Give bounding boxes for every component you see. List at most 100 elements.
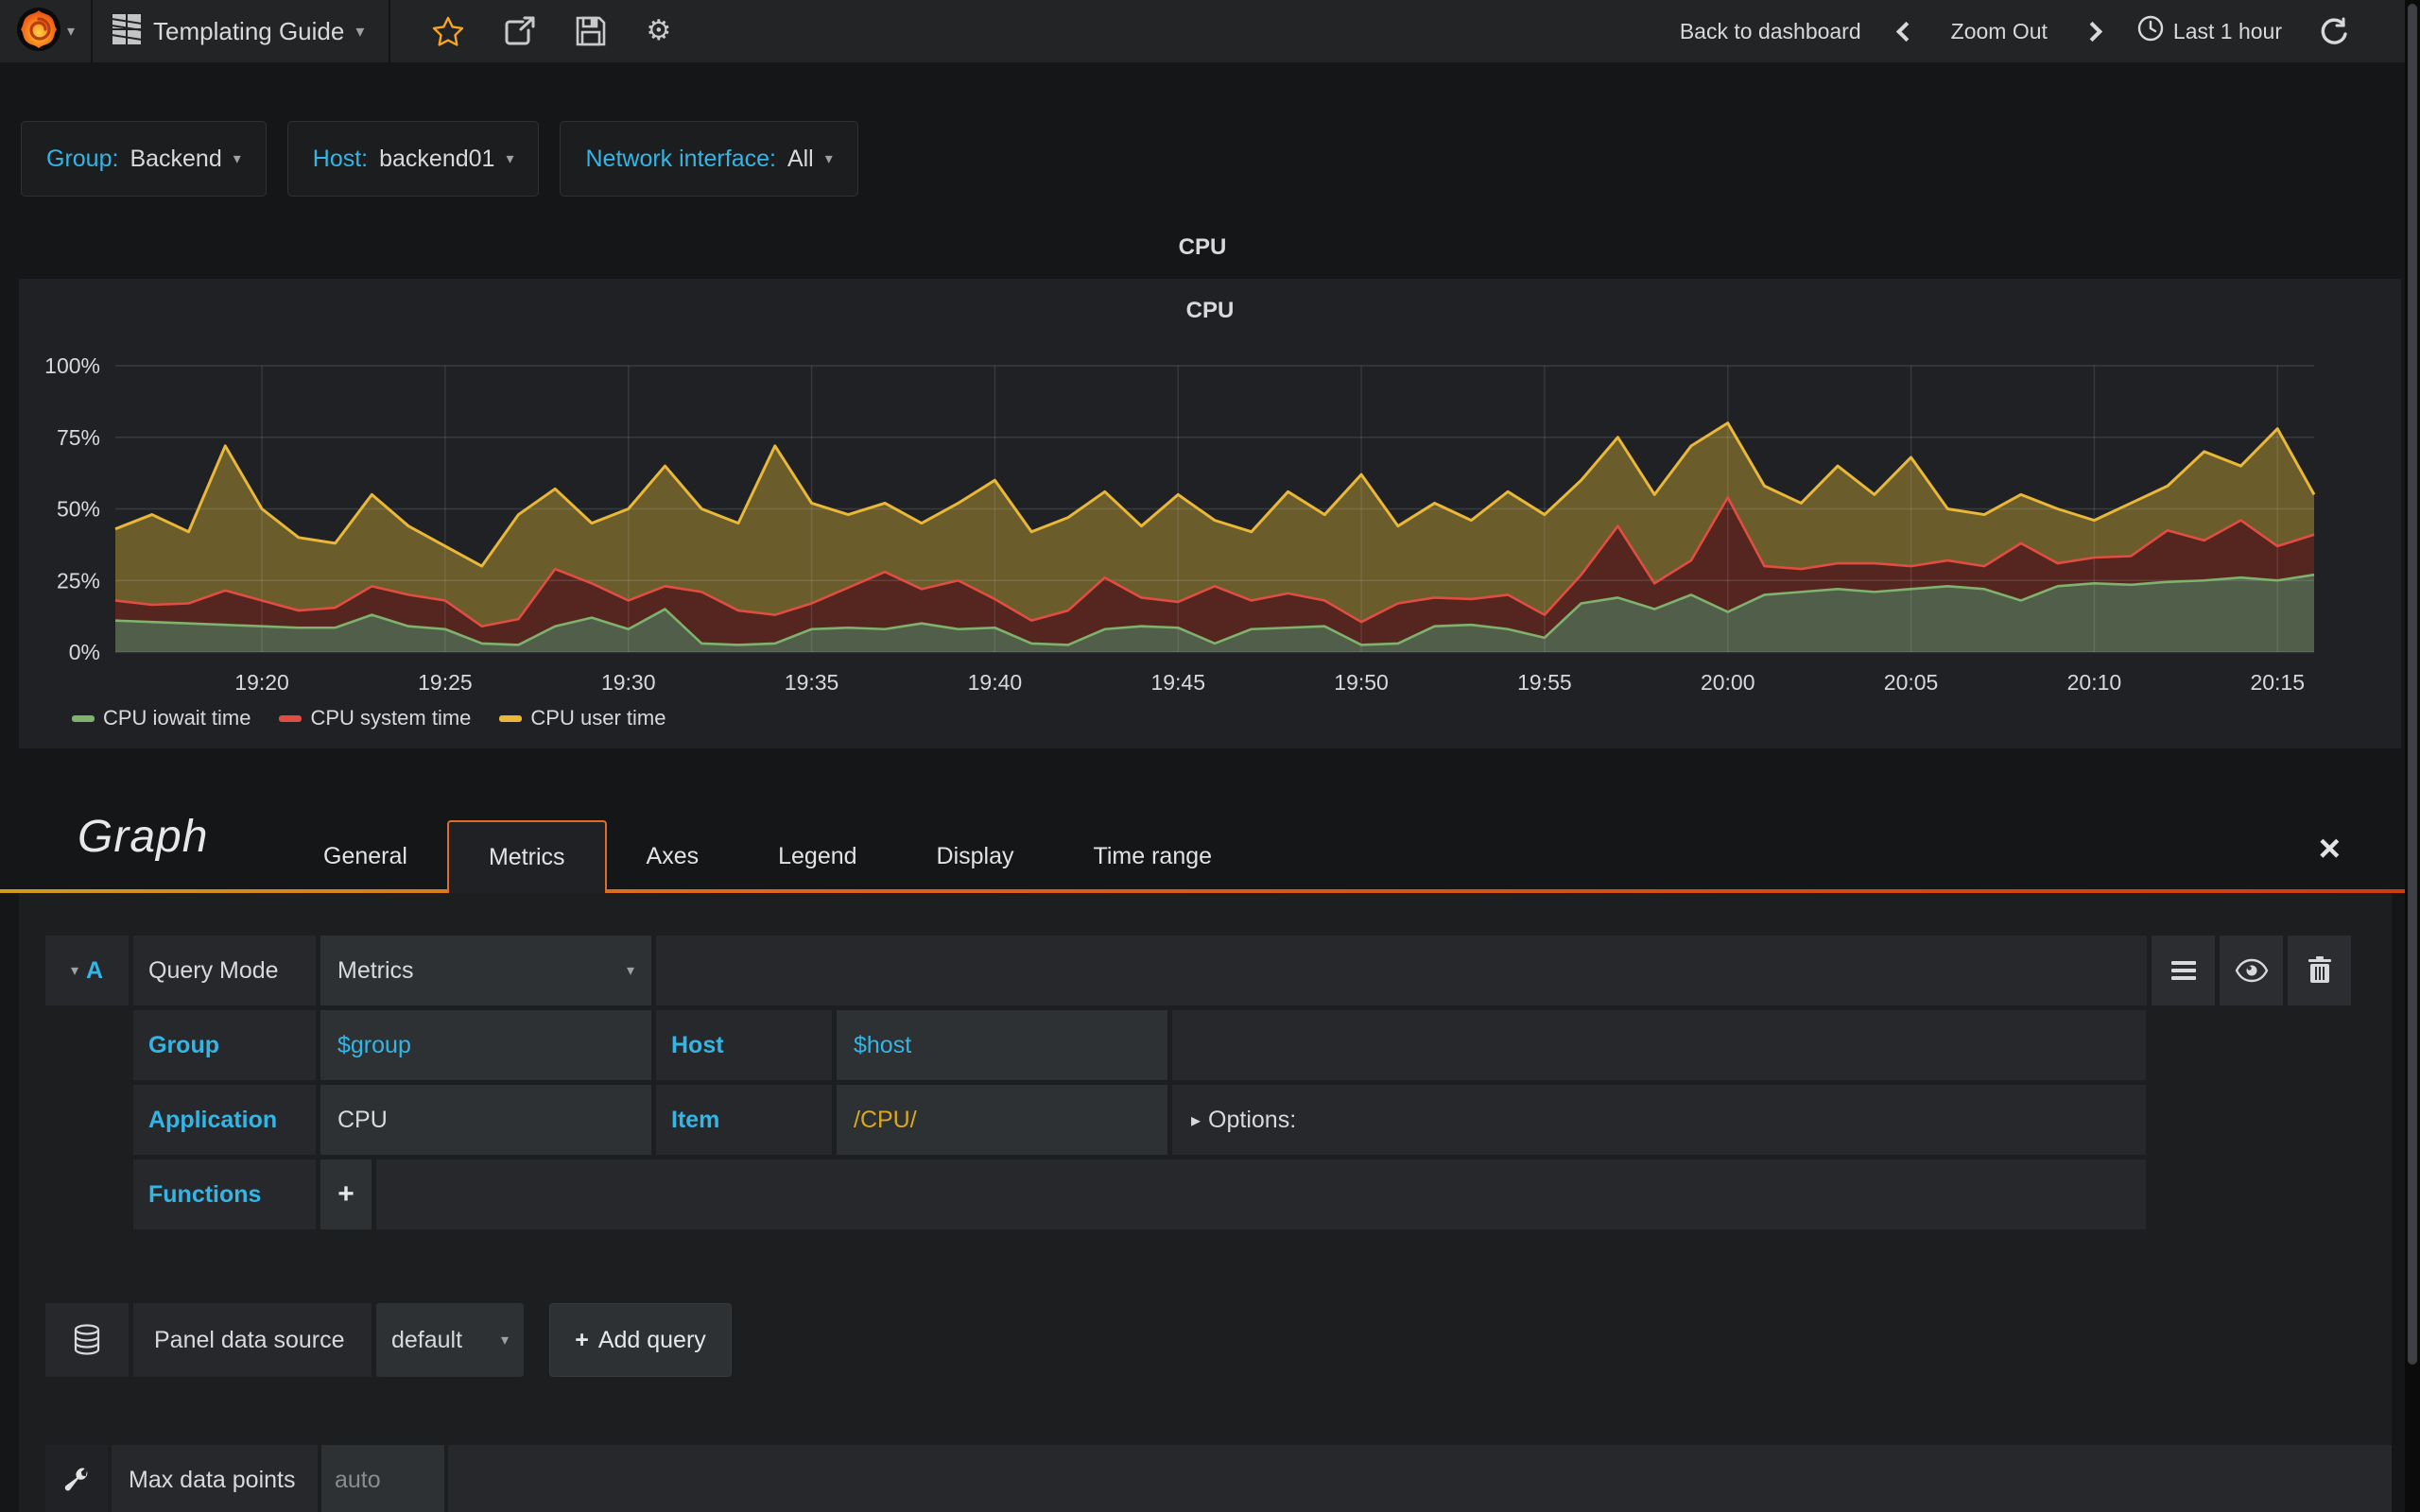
tab-metrics[interactable]: Metrics <box>446 820 607 893</box>
svg-text:0%: 0% <box>69 640 100 664</box>
navbar-right: Back to dashboard Zoom Out Last 1 hour <box>1680 11 2405 51</box>
add-function-button[interactable]: + <box>320 1160 372 1229</box>
svg-text:20:05: 20:05 <box>1884 670 1939 695</box>
caret-down-icon: ▾ <box>233 151 241 167</box>
item-field-input[interactable]: /CPU/ <box>837 1085 1167 1155</box>
caret-down-icon: ▾ <box>824 151 833 167</box>
back-to-dashboard-link[interactable]: Back to dashboard <box>1679 18 1861 43</box>
query-row-group-host: Group $group Host $host <box>133 1010 2146 1080</box>
dashboard-title-caret-icon: ▾ <box>355 21 365 41</box>
caret-down-icon: ▾ <box>506 151 514 167</box>
clock-icon <box>2137 15 2164 47</box>
editor-tab-underline <box>0 889 2405 893</box>
grafana-logo-icon <box>16 7 61 57</box>
grafana-menu-button[interactable]: ▾ <box>0 0 93 62</box>
wrench-icon <box>45 1445 108 1512</box>
options-toggle[interactable]: ▸ Options: <box>1191 1106 1297 1133</box>
variable-host-dropdown[interactable]: Host: backend01 ▾ <box>286 121 540 197</box>
host-field-input[interactable]: $host <box>837 1010 1167 1080</box>
svg-text:20:15: 20:15 <box>2250 670 2305 695</box>
datasource-select[interactable]: default ▾ <box>376 1303 524 1377</box>
item-field-label: Item <box>656 1085 832 1155</box>
time-picker-button[interactable]: Last 1 hour <box>2137 15 2282 47</box>
close-editor-icon[interactable]: × <box>2318 828 2341 869</box>
host-field-label: Host <box>656 1010 832 1080</box>
query-collapse-toggle[interactable]: ▾ A <box>45 936 129 1005</box>
panel-datasource-label: Panel data source <box>133 1303 372 1377</box>
application-field-label: Application <box>133 1085 316 1155</box>
scrollbar-thumb[interactable] <box>2408 4 2417 1365</box>
add-query-button[interactable]: + Add query <box>549 1303 732 1377</box>
variable-network-interface-dropdown[interactable]: Network interface: All ▾ <box>560 121 858 197</box>
row-filler <box>1172 1010 2146 1080</box>
collapse-arrow-icon: ▸ <box>1191 1109 1201 1131</box>
dashboard-actions: ⚙ <box>390 10 677 52</box>
query-delete-button[interactable] <box>2288 936 2351 1005</box>
query-row-filler <box>656 936 2147 1005</box>
caret-down-icon: ▾ <box>70 963 78 979</box>
star-button[interactable] <box>426 10 470 52</box>
legend-swatch-icon <box>72 714 95 722</box>
hamburger-icon <box>2170 957 2196 984</box>
tab-display[interactable]: Display <box>936 843 1014 869</box>
svg-text:50%: 50% <box>57 497 100 522</box>
svg-text:19:50: 19:50 <box>1334 670 1389 695</box>
svg-text:20:10: 20:10 <box>2067 670 2122 695</box>
save-icon[interactable] <box>570 10 612 52</box>
svg-text:100%: 100% <box>44 353 100 378</box>
tab-axes[interactable]: Axes <box>646 843 700 869</box>
time-shift-left-icon[interactable] <box>1893 19 1919 44</box>
group-field-input[interactable]: $group <box>320 1010 651 1080</box>
row-title[interactable]: CPU <box>1178 234 1227 260</box>
row-filler <box>448 1445 2392 1512</box>
legend-item-user[interactable]: CPU user time <box>499 706 666 730</box>
query-menu-button[interactable] <box>2152 936 2215 1005</box>
dashboard-grid-icon <box>111 12 143 51</box>
svg-text:19:20: 19:20 <box>234 670 289 695</box>
legend-swatch-icon <box>279 714 302 722</box>
plus-icon: + <box>575 1326 589 1353</box>
page-scrollbar <box>2405 0 2420 1512</box>
legend-item-iowait[interactable]: CPU iowait time <box>72 706 251 730</box>
legend-item-system[interactable]: CPU system time <box>279 706 471 730</box>
chart-legend: CPU iowait time CPU system time CPU user… <box>72 706 666 730</box>
svg-text:75%: 75% <box>57 425 100 450</box>
database-icon <box>45 1303 129 1377</box>
tab-general[interactable]: General <box>323 843 407 869</box>
cpu-graph-panel: CPU 0% 25% 50% 75% 100% 19:20 19:25 19:30 19:35 1… <box>19 279 2401 748</box>
settings-gear-icon[interactable]: ⚙ <box>640 11 677 51</box>
svg-text:20:00: 20:00 <box>1701 670 1755 695</box>
dashboard-title-dropdown[interactable]: Templating Guide ▾ <box>93 0 391 62</box>
svg-text:19:25: 19:25 <box>418 670 473 695</box>
zoom-out-button[interactable]: Zoom Out <box>1950 18 2048 43</box>
trash-icon <box>2308 956 2331 983</box>
cpu-stacked-area-chart: 0% 25% 50% 75% 100% 19:20 19:25 19:30 19:35 19:40… <box>44 353 2316 695</box>
tab-time-range[interactable]: Time range <box>1093 843 1213 869</box>
refresh-icon[interactable] <box>2314 11 2354 51</box>
svg-text:25%: 25% <box>57 568 100 593</box>
template-variables: Group: Backend ▾ Host: backend01 ▾ Netwo… <box>21 121 858 197</box>
datasource-row: Panel data source default ▾ + Add query <box>45 1303 2146 1377</box>
panel-title[interactable]: CPU <box>1185 298 1235 323</box>
query-mode-label: Query Mode <box>133 936 316 1005</box>
query-row-a: ▾ A Query Mode Metrics ▾ <box>45 936 2351 1005</box>
share-icon[interactable] <box>498 10 542 52</box>
svg-text:19:55: 19:55 <box>1517 670 1572 695</box>
svg-text:19:35: 19:35 <box>785 670 839 695</box>
time-shift-right-icon[interactable] <box>2080 19 2105 44</box>
max-data-points-label: Max data points <box>112 1445 318 1512</box>
query-row-application-item: Application CPU Item /CPU/ ▸ Options: <box>133 1085 2146 1155</box>
query-mode-select[interactable]: Metrics ▾ <box>320 936 651 1005</box>
variable-group-dropdown[interactable]: Group: Backend ▾ <box>21 121 267 197</box>
editor-tabs: General Metrics Axes Legend Display Time… <box>284 820 1252 893</box>
tab-legend[interactable]: Legend <box>778 843 857 869</box>
max-data-points-input[interactable] <box>321 1445 444 1512</box>
options-cell: ▸ Options: <box>1172 1085 2146 1155</box>
group-field-label: Group <box>133 1010 316 1080</box>
dashboard-title: Templating Guide <box>153 16 345 45</box>
svg-text:19:40: 19:40 <box>968 670 1023 695</box>
time-range-label: Last 1 hour <box>2172 18 2282 43</box>
application-field-input[interactable]: CPU <box>320 1085 651 1155</box>
query-toggle-visibility-button[interactable] <box>2220 936 2283 1005</box>
